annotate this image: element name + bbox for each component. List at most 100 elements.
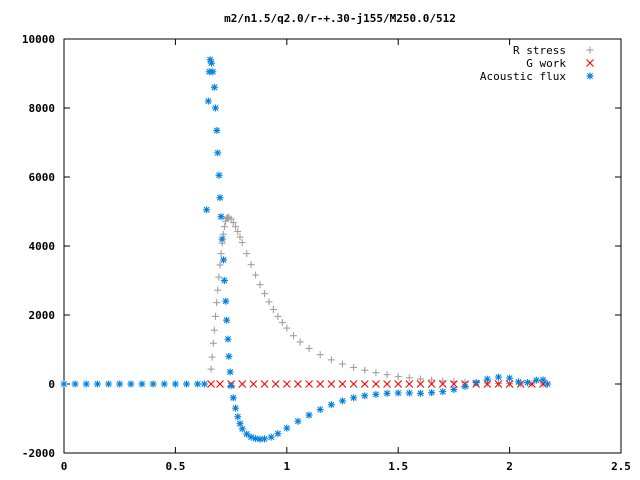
legend-label: G work bbox=[526, 57, 566, 70]
data-point bbox=[394, 372, 402, 380]
data-point bbox=[105, 380, 113, 388]
axes: 0 0.5 1 1.5 2 2.5 -2000 0 2000 4000 6000 8000 10000 bbox=[22, 33, 631, 473]
data-point bbox=[203, 206, 211, 214]
data-point bbox=[283, 424, 291, 432]
data-point bbox=[225, 352, 233, 360]
data-point bbox=[327, 380, 336, 388]
data-point bbox=[383, 380, 391, 388]
data-point bbox=[416, 380, 425, 388]
data-point bbox=[218, 235, 226, 243]
data-point bbox=[350, 363, 358, 371]
data-point bbox=[515, 378, 523, 386]
data-point bbox=[234, 413, 242, 421]
data-point bbox=[289, 332, 297, 340]
data-point bbox=[483, 375, 491, 383]
data-point bbox=[274, 430, 282, 438]
y-tick-label: 6000 bbox=[29, 171, 56, 184]
data-point bbox=[394, 389, 402, 397]
data-point bbox=[450, 386, 458, 394]
data-point bbox=[216, 194, 224, 202]
data-point bbox=[226, 368, 234, 376]
data-point bbox=[372, 380, 380, 388]
data-point bbox=[138, 380, 146, 388]
data-point bbox=[215, 171, 223, 179]
data-point bbox=[361, 366, 369, 374]
data-point bbox=[238, 380, 247, 388]
y-tick-label: -2000 bbox=[22, 447, 55, 460]
data-point bbox=[229, 394, 237, 402]
data-point bbox=[214, 149, 222, 157]
data-point bbox=[428, 389, 436, 397]
data-point bbox=[238, 239, 246, 247]
data-point bbox=[338, 380, 347, 388]
data-point bbox=[339, 360, 346, 368]
data-point bbox=[305, 380, 313, 388]
data-point bbox=[261, 290, 269, 298]
data-point bbox=[427, 380, 436, 388]
data-point bbox=[209, 68, 217, 76]
data-point bbox=[439, 388, 447, 396]
data-point bbox=[204, 97, 212, 105]
data-point bbox=[505, 380, 514, 388]
data-point bbox=[294, 417, 302, 425]
chart-title: m2/n1.5/q2.0/r-+.30-j155/M250.0/512 bbox=[224, 12, 456, 25]
data-point bbox=[200, 380, 208, 388]
data-point bbox=[224, 335, 232, 343]
data-point bbox=[260, 380, 269, 388]
data-point bbox=[461, 382, 469, 390]
data-point bbox=[472, 379, 480, 387]
data-point bbox=[294, 380, 302, 388]
data-point bbox=[208, 353, 216, 361]
data-point bbox=[305, 344, 313, 352]
data-point bbox=[216, 380, 224, 388]
data-point bbox=[234, 228, 242, 236]
data-point bbox=[249, 380, 258, 388]
data-point bbox=[207, 59, 215, 67]
data-point bbox=[283, 324, 291, 332]
data-point bbox=[256, 281, 264, 289]
data-point bbox=[183, 380, 191, 388]
data-point bbox=[450, 380, 458, 388]
data-point bbox=[349, 380, 358, 388]
data-point bbox=[212, 104, 220, 112]
data-point bbox=[543, 380, 551, 388]
data-point bbox=[243, 430, 251, 438]
data-point bbox=[416, 375, 424, 383]
x-tick-label: 1 bbox=[283, 460, 290, 473]
x-tick-label: 0 bbox=[61, 460, 68, 473]
data-point bbox=[372, 369, 380, 377]
data-point bbox=[394, 380, 403, 388]
data-point bbox=[327, 356, 335, 364]
data-point bbox=[305, 411, 313, 419]
data-point bbox=[212, 312, 220, 320]
data-point bbox=[210, 83, 218, 91]
legend-marker bbox=[586, 72, 594, 80]
data-point bbox=[274, 312, 282, 320]
x-tick-label: 2 bbox=[506, 460, 513, 473]
x-tick-label: 0.5 bbox=[165, 460, 185, 473]
data-point bbox=[116, 380, 124, 388]
y-tick-label: 4000 bbox=[29, 240, 56, 253]
data-point bbox=[269, 305, 277, 313]
data-point bbox=[213, 126, 221, 134]
data-point bbox=[327, 401, 335, 409]
legend-marker bbox=[586, 46, 594, 54]
data-point bbox=[316, 351, 324, 359]
data-point bbox=[405, 374, 413, 382]
data-point bbox=[494, 373, 502, 381]
data-point bbox=[316, 406, 324, 414]
data-point bbox=[523, 379, 531, 387]
y-tick-label: 10000 bbox=[22, 33, 55, 46]
data-point bbox=[247, 261, 255, 269]
data-point bbox=[383, 371, 391, 379]
data-point bbox=[194, 380, 202, 388]
data-point bbox=[223, 316, 231, 324]
data-point bbox=[220, 277, 228, 284]
data-point bbox=[282, 380, 291, 388]
y-tick-label: 2000 bbox=[29, 309, 56, 322]
data-point bbox=[236, 233, 244, 241]
data-point bbox=[438, 380, 447, 388]
data-point bbox=[227, 382, 235, 390]
data-point bbox=[278, 319, 286, 327]
